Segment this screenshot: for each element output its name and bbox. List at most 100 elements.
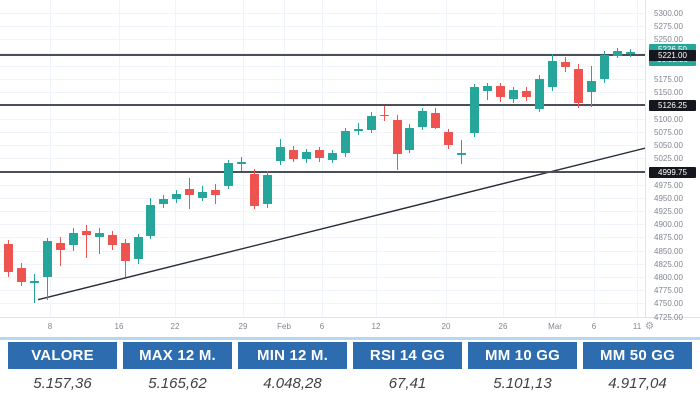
header-min-12m: MIN 12 M. [238, 342, 347, 369]
candle-body[interactable] [509, 90, 518, 100]
candle-body[interactable] [107, 235, 117, 245]
candle-body[interactable] [534, 78, 544, 109]
candle-body[interactable] [133, 236, 143, 260]
chart-plot-area[interactable] [0, 0, 645, 317]
candle-wick [487, 82, 489, 100]
y-axis-tick: 5175.00 [654, 75, 683, 84]
value-min-12m: 4.048,28 [263, 375, 322, 392]
candle-body[interactable] [547, 61, 557, 88]
y-axis-tick: 4900.00 [654, 220, 683, 230]
v-gridline [119, 0, 120, 317]
candle-body[interactable] [81, 231, 91, 236]
horizontal-level-line[interactable] [0, 170, 645, 173]
v-gridline [322, 0, 323, 317]
candle-body[interactable] [263, 175, 272, 205]
candle-body[interactable] [392, 119, 402, 155]
candle-body[interactable] [327, 152, 337, 160]
y-axis-tick: 5025.00 [654, 154, 683, 164]
candle-body[interactable] [573, 69, 583, 104]
candlestick-chart: 5226.50 16:32:20 5221.005126.254999.7553… [0, 0, 700, 337]
candle-body[interactable] [16, 267, 26, 282]
blue-separator-line [0, 337, 700, 340]
stats-table: VALORE MAX 12 M. MIN 12 M. RSI 14 GG MM … [0, 340, 700, 400]
time-axis[interactable]: ⚙ 8 16 22 29 Feb 6 12 20 26 Mar 6 11 [0, 318, 700, 337]
candle-body[interactable] [405, 128, 415, 150]
candle-wick [461, 139, 463, 165]
candle-body[interactable] [159, 198, 169, 205]
candle-body[interactable] [198, 191, 208, 198]
candle-body[interactable] [444, 132, 454, 146]
candle-body[interactable] [4, 244, 13, 273]
v-gridline [446, 0, 447, 317]
candle-wick [383, 105, 385, 121]
v-gridline [503, 0, 504, 317]
y-axis-tick: 4775.00 [654, 286, 683, 296]
candle-wick [33, 273, 35, 304]
y-axis-tick: 5100.00 [654, 114, 683, 124]
y-axis-tick: 5150.00 [654, 88, 683, 98]
v-gridline [594, 0, 595, 317]
horizontal-level-line[interactable] [0, 103, 645, 106]
candle-body[interactable] [340, 131, 350, 154]
value-mm-50gg: 4.917,04 [608, 375, 667, 392]
candle-body[interactable] [379, 114, 389, 117]
header-mm-50gg: MM 50 GG [583, 342, 692, 369]
candle-body[interactable] [146, 205, 156, 237]
value-valore: 5.157,36 [33, 375, 92, 392]
candle-body[interactable] [560, 62, 570, 67]
candle-body[interactable] [314, 150, 324, 159]
y-axis-tick: 5300.00 [654, 9, 683, 18]
y-axis-tick: 4875.00 [654, 233, 683, 243]
candle-body[interactable] [301, 151, 311, 160]
candle-body[interactable] [496, 86, 506, 98]
candle-body[interactable] [353, 128, 363, 131]
candle-body[interactable] [94, 232, 104, 237]
x-axis-tick: 12 [371, 322, 381, 331]
candle-body[interactable] [250, 173, 259, 206]
level-price-tag: 5221.00 [649, 49, 696, 61]
x-axis-tick: 16 [114, 322, 124, 331]
plot-axis-divider [645, 0, 646, 317]
header-valore: VALORE [8, 342, 117, 369]
candle-body[interactable] [522, 91, 531, 97]
candle-body[interactable] [599, 54, 609, 80]
candle-body[interactable] [68, 232, 78, 245]
candle-body[interactable] [431, 112, 441, 128]
candle-body[interactable] [586, 80, 596, 93]
y-axis-tick: 4725.00 [654, 312, 683, 322]
x-axis-tick: 29 [238, 322, 248, 331]
v-gridline [175, 0, 176, 317]
candle-body[interactable] [185, 189, 195, 195]
price-axis[interactable]: 5226.50 16:32:20 5221.005126.254999.7553… [646, 0, 700, 322]
candle-body[interactable] [211, 190, 221, 195]
candle-body[interactable] [483, 85, 493, 92]
value-rsi-14gg: 67,41 [388, 375, 427, 392]
candle-body[interactable] [288, 149, 298, 159]
candle-body[interactable] [457, 153, 467, 156]
y-axis-tick: 4950.00 [654, 193, 683, 203]
candle-body[interactable] [418, 111, 428, 127]
x-axis-tick: 6 [591, 322, 597, 331]
header-max-12m: MAX 12 M. [123, 342, 232, 369]
candle-wick [59, 236, 61, 267]
candle-body[interactable] [470, 87, 480, 134]
candle-body[interactable] [120, 242, 130, 262]
candle-body[interactable] [55, 243, 65, 251]
x-axis-tick: 22 [170, 322, 180, 331]
candle-body[interactable] [612, 51, 622, 56]
candle-body[interactable] [366, 116, 376, 130]
candle-body[interactable] [237, 162, 247, 165]
candle-body[interactable] [224, 163, 234, 186]
candle-body[interactable] [275, 147, 285, 162]
candle-body[interactable] [625, 51, 635, 55]
candle-body[interactable] [29, 281, 39, 284]
v-gridline [637, 0, 638, 317]
candle-body[interactable] [172, 194, 182, 200]
y-axis-tick: 5275.00 [654, 22, 683, 32]
candle-body[interactable] [42, 241, 52, 278]
gear-icon[interactable]: ⚙ [645, 321, 654, 332]
x-axis-tick: 11 [632, 322, 642, 331]
y-axis-tick: 5050.00 [654, 141, 683, 150]
horizontal-level-line[interactable] [0, 53, 645, 56]
v-gridline [555, 0, 556, 317]
